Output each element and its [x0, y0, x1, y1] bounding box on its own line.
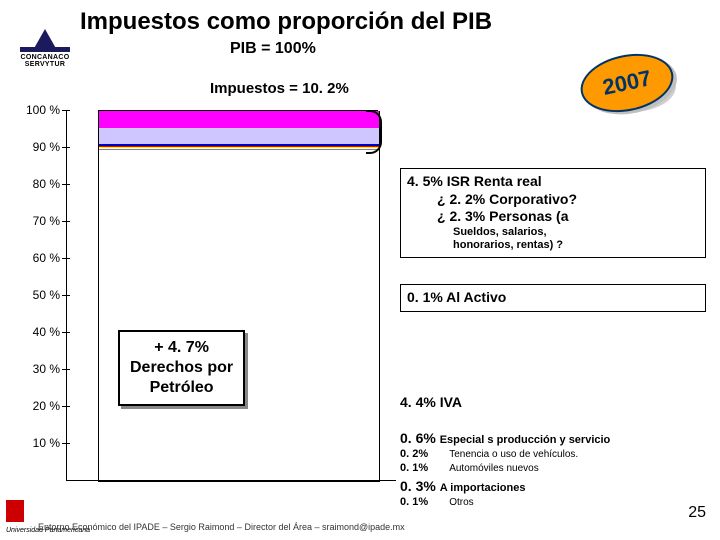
otros-annotation: 0. 1% Otros — [400, 496, 474, 508]
ipade-logo-icon — [6, 500, 24, 522]
logo-text: CONCANACO SERVYTUR — [14, 54, 76, 68]
aut-pct: 0. 1% — [400, 462, 428, 474]
y-label: 30 % — [18, 362, 60, 376]
year-badge: 2007 — [575, 46, 679, 120]
y-label: 100 % — [18, 103, 60, 117]
page-title: Impuestos como proporción del PIB — [80, 8, 492, 36]
ieps-annotation: 0. 6% Especial s producción y servicio — [400, 430, 610, 446]
y-tick — [62, 332, 70, 333]
petro-l1: + 4. 7% — [130, 338, 233, 358]
bar-stack — [98, 110, 378, 481]
stacked-bar-chart: 100 %90 %80 %70 %60 %50 %40 %30 %20 %10 … — [18, 110, 408, 500]
ten-txt: Tenencia o uso de vehículos. — [449, 449, 578, 460]
autos-annotation: 0. 1% Automóviles nuevos — [400, 462, 539, 474]
logo-icon — [20, 24, 70, 54]
y-tick — [62, 184, 70, 185]
subtitle-pib: PIB = 100% — [230, 40, 316, 58]
aut-txt: Automóviles nuevos — [449, 463, 539, 474]
isr-annotation: 4. 5% ISR Renta real ¿ 2. 2% Corporativo… — [400, 168, 706, 258]
ieps-pct: 0. 6% — [400, 430, 436, 446]
y-tick — [62, 258, 70, 259]
segment-iva — [98, 128, 380, 144]
isr-line3: ¿ 2. 3% Personas (a — [407, 208, 699, 226]
y-tick — [62, 443, 70, 444]
y-tick — [62, 110, 70, 111]
page-number: 25 — [688, 504, 706, 522]
footer-text: Entorno Económico del IPADE – Sergio Rai… — [38, 522, 712, 532]
imp-txt: A importaciones — [440, 482, 526, 494]
isr-line5: honorarios, rentas) ? — [453, 239, 563, 251]
y-label: 60 % — [18, 251, 60, 265]
otr-txt: Otros — [449, 497, 473, 508]
y-tick — [62, 147, 70, 148]
y-tick — [62, 406, 70, 407]
isr-line2: ¿ 2. 2% Corporativo? — [407, 191, 699, 209]
concanaco-logo: CONCANACO SERVYTUR — [14, 24, 76, 68]
petro-l3: Petróleo — [130, 378, 233, 398]
segment-pib_rest — [98, 149, 380, 482]
isr-line1: 4. 5% ISR Renta real — [407, 173, 699, 191]
y-tick — [62, 221, 70, 222]
isr-line4: Sueldos, salarios, — [407, 226, 699, 240]
y-label: 50 % — [18, 288, 60, 302]
iva-annotation: 4. 4% IVA — [400, 390, 698, 416]
imp-pct: 0. 3% — [400, 478, 436, 494]
y-label: 20 % — [18, 399, 60, 413]
import-annotation: 0. 3% A importaciones — [400, 478, 525, 494]
ten-pct: 0. 2% — [400, 448, 428, 460]
petro-l2: Derechos por — [130, 358, 233, 378]
subtitle-impuestos: Impuestos = 10. 2% — [210, 80, 349, 97]
iva-text: 4. 4% IVA — [400, 394, 462, 410]
year-text: 2007 — [600, 65, 653, 101]
y-label: 70 % — [18, 214, 60, 228]
y-label: 10 % — [18, 436, 60, 450]
otr-pct: 0. 1% — [400, 496, 428, 508]
activo-text: 0. 1% Al Activo — [407, 289, 506, 305]
segment-isr — [98, 111, 380, 128]
activo-annotation: 0. 1% Al Activo — [400, 284, 706, 312]
y-tick — [62, 369, 70, 370]
y-tick — [62, 295, 70, 296]
y-label: 80 % — [18, 177, 60, 191]
bracket-connector — [366, 110, 382, 154]
tenencia-annotation: 0. 2% Tenencia o uso de vehículos. — [400, 448, 578, 460]
ieps-txt: Especial s producción y servicio — [440, 434, 611, 446]
y-label: 90 % — [18, 140, 60, 154]
y-label: 40 % — [18, 325, 60, 339]
petroleo-box: + 4. 7% Derechos por Petróleo — [118, 330, 245, 406]
